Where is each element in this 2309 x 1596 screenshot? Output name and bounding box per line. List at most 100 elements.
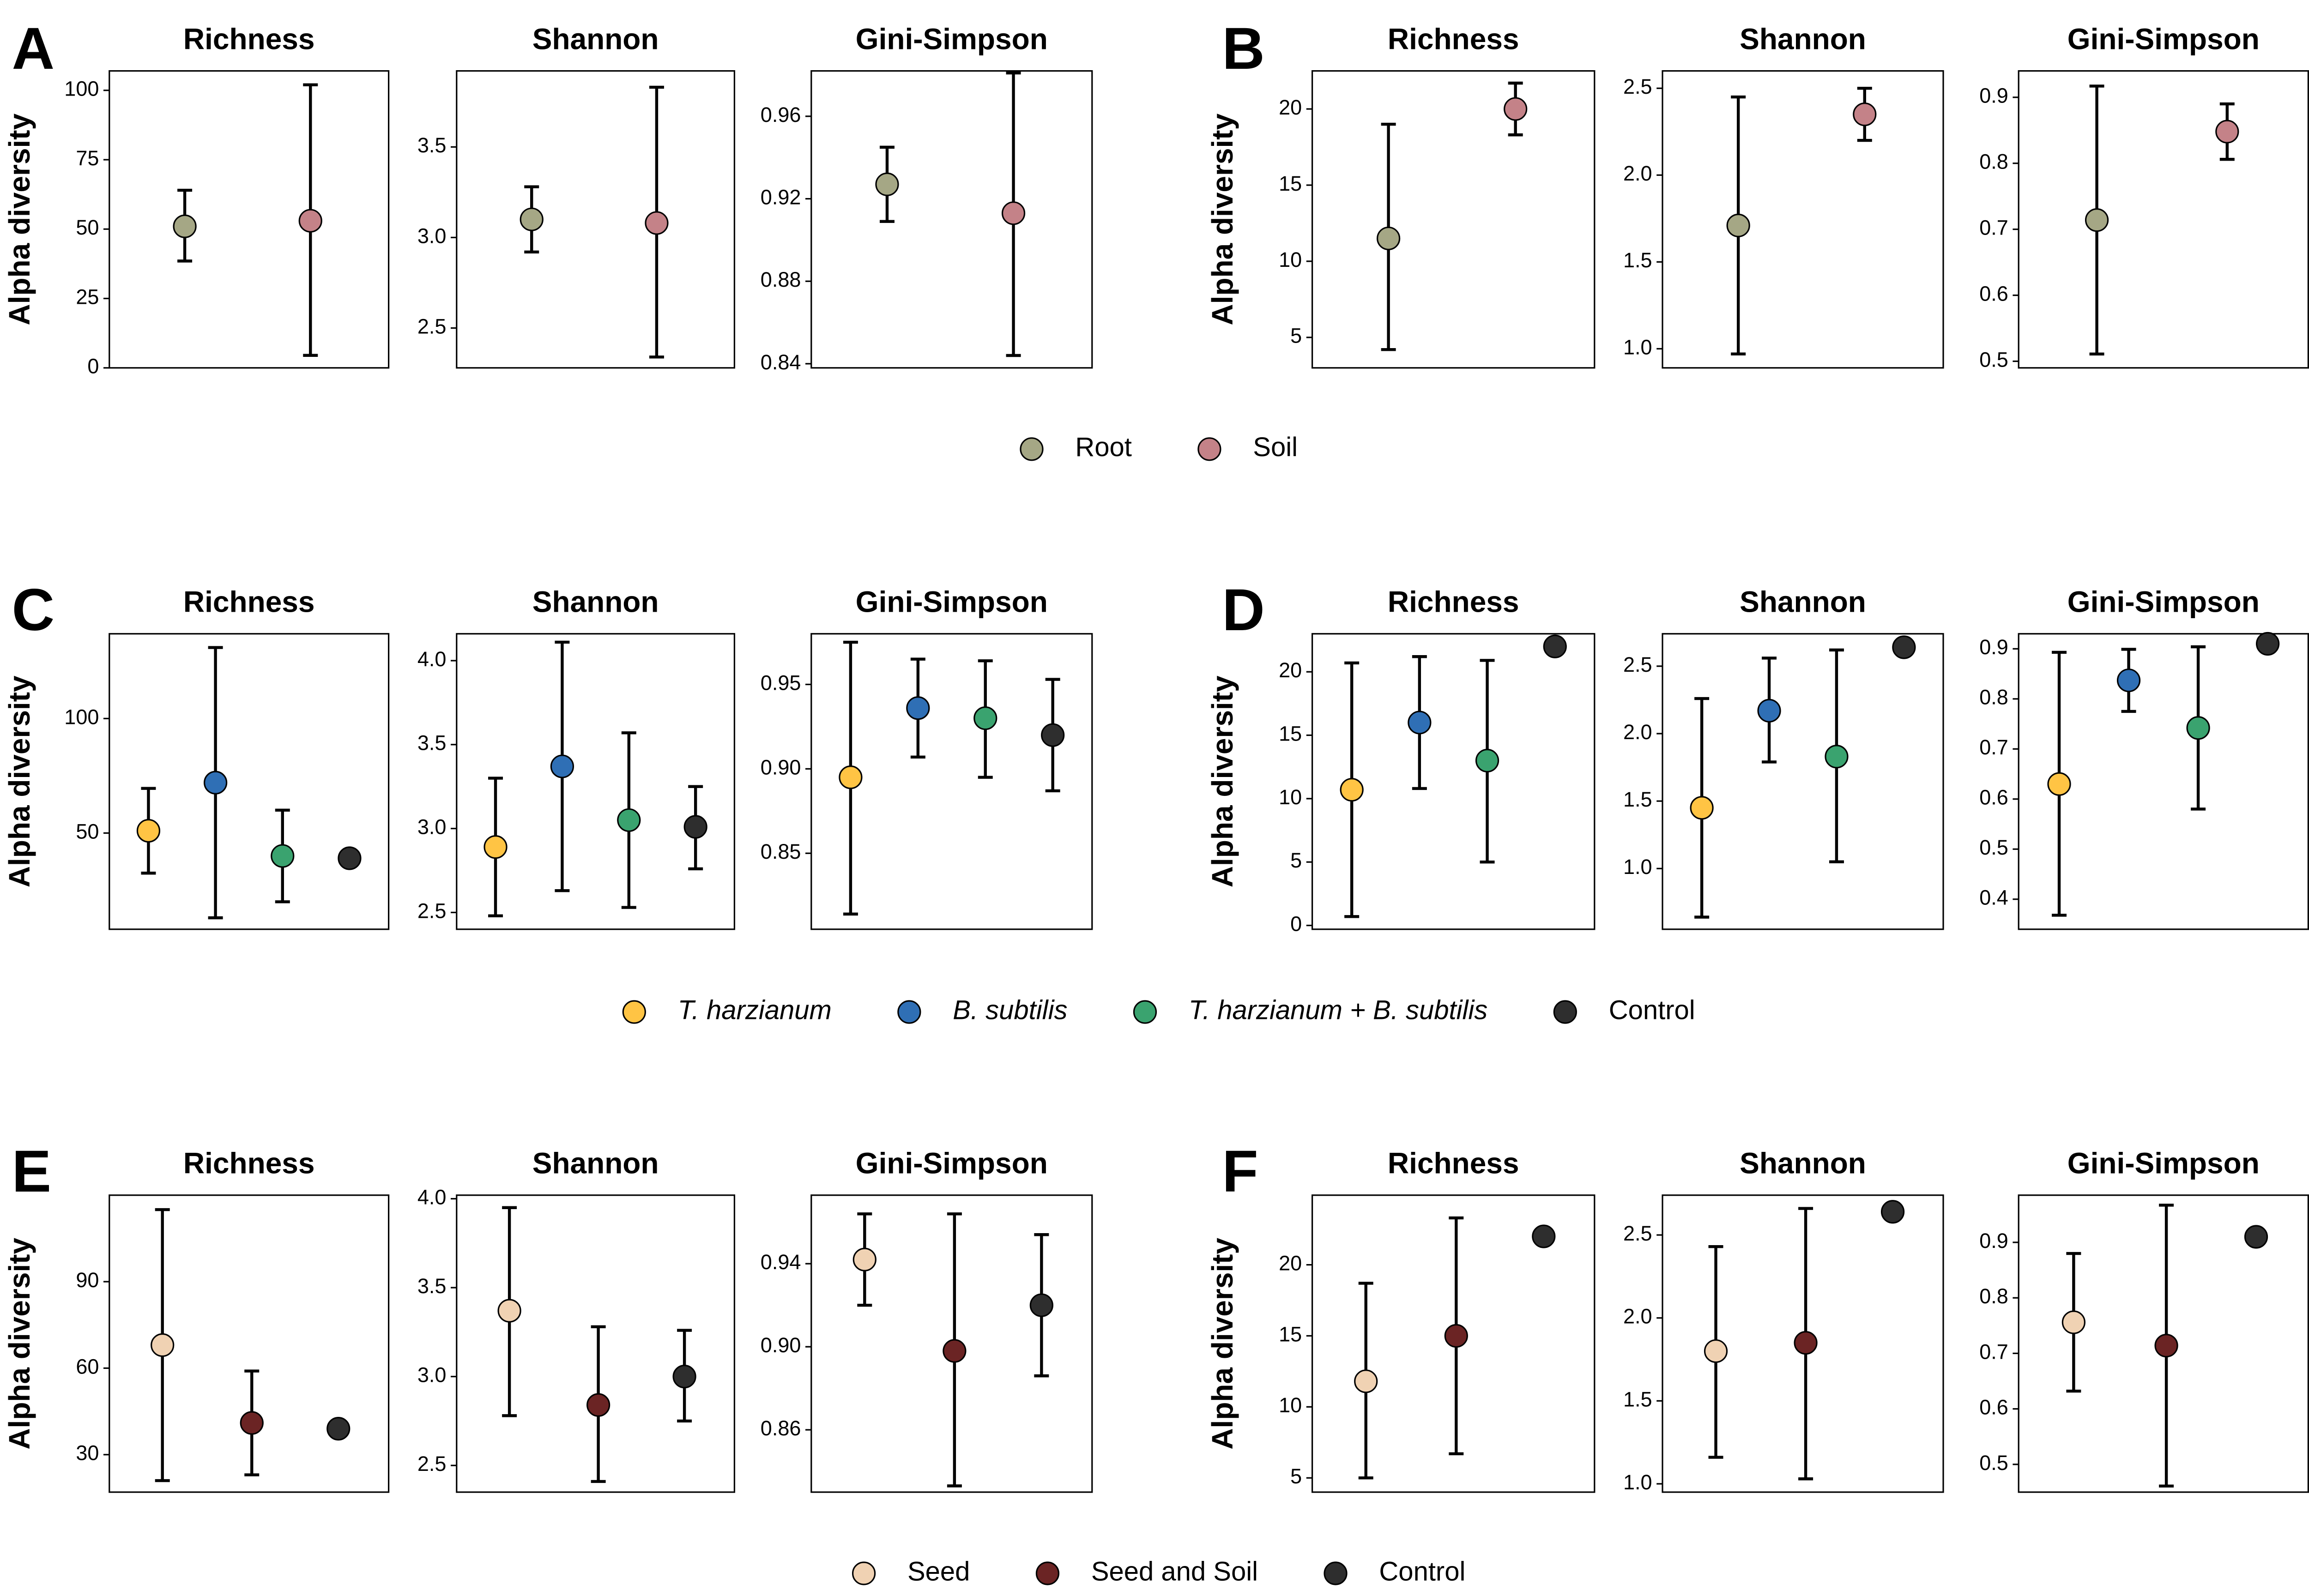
y-tick-label: 10 bbox=[1279, 785, 1302, 809]
plot-frame bbox=[1662, 70, 1944, 369]
y-tick-label: 20 bbox=[1279, 658, 1302, 682]
subplot-shannon: Shannon 2.5 3.0 3.5 bbox=[417, 23, 735, 369]
subplot-title: Gini-Simpson bbox=[2067, 585, 2260, 619]
y-tick-label: 1.0 bbox=[1623, 335, 1652, 359]
y-axis-label: Alpha diversity bbox=[3, 1238, 36, 1450]
data-point bbox=[672, 1365, 696, 1389]
panel-F: F Alpha diversity Richness 5 10 15 20 Shannon 1.… bbox=[1206, 1138, 2309, 1494]
y-tick-label: 0.86 bbox=[761, 1416, 801, 1440]
y-tick-label: 0 bbox=[1290, 912, 1302, 935]
legend-key bbox=[1035, 1561, 1060, 1585]
y-tick-label: 0.88 bbox=[761, 268, 801, 291]
data-point bbox=[1029, 1293, 1053, 1317]
data-point bbox=[1543, 634, 1567, 658]
plot-frame bbox=[456, 633, 735, 930]
plot-frame bbox=[1312, 70, 1596, 369]
plot-frame bbox=[109, 70, 390, 369]
y-tick-label: 0.9 bbox=[1979, 84, 2008, 108]
data-point bbox=[2244, 1225, 2268, 1249]
subplot-shannon: Shannon 2.5 3.0 3.5 4.0 bbox=[417, 1147, 735, 1493]
y-tick-label: 100 bbox=[64, 77, 99, 101]
data-point bbox=[875, 172, 899, 196]
legend-label: Control bbox=[1379, 1556, 1465, 1586]
data-point bbox=[906, 696, 930, 720]
y-tick-label: 0.94 bbox=[761, 1250, 801, 1274]
subplot-title: Richness bbox=[183, 1147, 315, 1180]
y-axis-label: Alpha diversity bbox=[3, 675, 36, 887]
y-tick-label: 2.5 bbox=[417, 1452, 447, 1476]
subplot-gini-simpson: Gini-Simpson 0.84 0.88 0.92 0.96 bbox=[761, 23, 1093, 374]
panel-D: D Alpha diversity Richness 0 5 10 15 20 Shannon 1… bbox=[1206, 577, 2309, 935]
y-tick-label: 5 bbox=[1290, 1464, 1302, 1488]
legend-label: Soil bbox=[1253, 432, 1298, 462]
y-tick-label: 0.5 bbox=[1979, 1451, 2008, 1475]
y-axis-label: Alpha diversity bbox=[3, 113, 36, 325]
data-point bbox=[1041, 723, 1065, 747]
y-tick-label: 10 bbox=[1279, 1393, 1302, 1417]
y-tick-label: 0.7 bbox=[1979, 735, 2008, 759]
subplot-shannon: Shannon 1.0 1.5 2.0 2.5 bbox=[1623, 1147, 1944, 1494]
data-point bbox=[550, 754, 574, 778]
y-tick-label: 2.0 bbox=[1623, 1305, 1652, 1328]
legend-3: Seed Seed and Soil Control bbox=[852, 1556, 1465, 1586]
data-point bbox=[943, 1339, 967, 1363]
panel-B: B Alpha diversity Richness 5 10 15 20 Shannon 1.… bbox=[1206, 16, 2309, 371]
data-point bbox=[2215, 120, 2239, 144]
y-tick-label: 4.0 bbox=[417, 1185, 447, 1209]
subplot-title: Gini-Simpson bbox=[856, 23, 1048, 56]
y-tick-label: 0 bbox=[87, 355, 99, 378]
y-tick-label: 0.5 bbox=[1979, 836, 2008, 859]
plot-frame bbox=[1662, 1194, 1944, 1493]
y-tick-label: 50 bbox=[76, 216, 99, 239]
data-point bbox=[1377, 226, 1401, 251]
y-tick-label: 0.8 bbox=[1979, 686, 2008, 709]
data-point bbox=[173, 214, 197, 238]
data-point bbox=[151, 1333, 175, 1357]
panel-letter: A bbox=[12, 16, 54, 82]
y-tick-label: 15 bbox=[1279, 1322, 1302, 1346]
y-tick-label: 15 bbox=[1279, 722, 1302, 745]
legend-1: Root Soil bbox=[1020, 432, 1298, 462]
legend-label: Seed bbox=[907, 1556, 970, 1586]
data-point bbox=[1794, 1331, 1818, 1355]
data-point bbox=[136, 819, 161, 843]
subplot-shannon: Shannon 1.0 1.5 2.0 2.5 bbox=[1623, 585, 1944, 930]
y-tick-label: 10 bbox=[1279, 248, 1302, 271]
y-tick-label: 3.5 bbox=[417, 731, 447, 755]
y-tick-label: 3.0 bbox=[417, 224, 447, 247]
y-tick-label: 2.0 bbox=[1623, 162, 1652, 185]
y-tick-label: 75 bbox=[76, 146, 99, 170]
y-tick-label: 0.85 bbox=[761, 840, 801, 863]
y-tick-label: 0.90 bbox=[761, 1333, 801, 1357]
subplot-title: Richness bbox=[183, 585, 315, 619]
y-tick-label: 15 bbox=[1279, 172, 1302, 195]
y-tick-label: 2.0 bbox=[1623, 720, 1652, 744]
y-tick-label: 3.0 bbox=[417, 815, 447, 839]
y-tick-label: 5 bbox=[1290, 849, 1302, 872]
y-tick-label: 5 bbox=[1290, 324, 1302, 348]
data-point bbox=[1880, 1200, 1905, 1224]
subplot-title: Richness bbox=[1388, 585, 1519, 619]
legend-label: Seed and Soil bbox=[1091, 1556, 1258, 1586]
y-tick-label: 3.5 bbox=[417, 133, 447, 157]
y-tick-label: 1.5 bbox=[1623, 248, 1652, 272]
subplot-title: Gini-Simpson bbox=[2067, 1147, 2260, 1180]
data-point bbox=[1504, 97, 1528, 121]
subplot-gini-simpson: Gini-Simpson 0.4 0.5 0.6 0.7 0.8 0.9 bbox=[1979, 585, 2309, 930]
y-tick-label: 0.7 bbox=[1979, 1340, 2008, 1363]
subplot-gini-simpson: Gini-Simpson 0.85 0.90 0.95 bbox=[761, 585, 1093, 930]
plot-frame bbox=[1662, 633, 1944, 930]
subplot-title: Gini-Simpson bbox=[856, 1147, 1048, 1180]
data-point bbox=[240, 1411, 264, 1435]
y-tick-label: 0.8 bbox=[1979, 1284, 2008, 1308]
subplot-title: Shannon bbox=[532, 23, 659, 56]
y-tick-label: 0.90 bbox=[761, 755, 801, 779]
subplot-richness: Richness 50 100 bbox=[64, 585, 390, 930]
data-point bbox=[271, 844, 295, 868]
legend-key bbox=[1553, 1000, 1577, 1024]
panel-letter: F bbox=[1222, 1138, 1258, 1205]
subplot-gini-simpson: Gini-Simpson 0.86 0.90 0.94 bbox=[761, 1147, 1093, 1493]
y-tick-label: 0.6 bbox=[1979, 786, 2008, 809]
y-tick-label: 0.95 bbox=[761, 671, 801, 694]
